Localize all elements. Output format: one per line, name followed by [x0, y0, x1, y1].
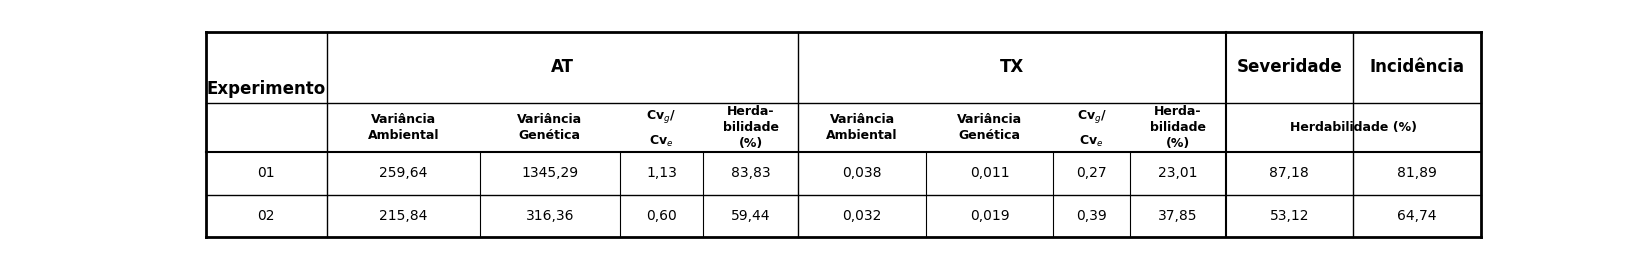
Text: 59,44: 59,44 [730, 209, 770, 223]
Text: Incidência: Incidência [1369, 58, 1464, 76]
Text: 64,74: 64,74 [1397, 209, 1436, 223]
Text: 215,84: 215,84 [378, 209, 428, 223]
Text: 1345,29: 1345,29 [521, 166, 579, 180]
Text: 37,85: 37,85 [1158, 209, 1198, 223]
Text: AT: AT [551, 58, 574, 76]
Text: 0,60: 0,60 [646, 209, 676, 223]
Text: 0,27: 0,27 [1076, 166, 1107, 180]
Text: 83,83: 83,83 [730, 166, 770, 180]
Text: Herdabilidade (%): Herdabilidade (%) [1290, 121, 1416, 134]
Text: 0,39: 0,39 [1076, 209, 1107, 223]
Text: Herda-
bilidade
(%): Herda- bilidade (%) [722, 105, 778, 150]
Text: Cv$_e$: Cv$_e$ [650, 134, 673, 149]
Text: 0,038: 0,038 [842, 166, 882, 180]
Text: Severidade: Severidade [1237, 58, 1342, 76]
Text: 23,01: 23,01 [1158, 166, 1198, 180]
Text: 0,019: 0,019 [971, 209, 1010, 223]
Text: 02: 02 [257, 209, 275, 223]
Text: 316,36: 316,36 [526, 209, 574, 223]
Text: 0,011: 0,011 [971, 166, 1010, 180]
Text: 1,13: 1,13 [646, 166, 676, 180]
Text: Variância
Genética: Variância Genética [957, 113, 1022, 142]
Text: 53,12: 53,12 [1270, 209, 1309, 223]
Text: Cv$_e$: Cv$_e$ [1079, 134, 1104, 149]
Text: Cv$_g$/: Cv$_g$/ [646, 109, 676, 126]
Text: 259,64: 259,64 [378, 166, 428, 180]
Text: 87,18: 87,18 [1270, 166, 1309, 180]
Text: Variância
Ambiental: Variância Ambiental [826, 113, 898, 142]
Text: 81,89: 81,89 [1397, 166, 1436, 180]
Text: Cv$_g$/: Cv$_g$/ [1077, 109, 1107, 126]
Text: Variância
Genética: Variância Genética [517, 113, 582, 142]
Text: Variância
Ambiental: Variância Ambiental [367, 113, 439, 142]
Text: 0,032: 0,032 [842, 209, 882, 223]
Text: TX: TX [1000, 58, 1025, 76]
Text: 01: 01 [257, 166, 275, 180]
Text: Herda-
bilidade
(%): Herda- bilidade (%) [1150, 105, 1206, 150]
Text: Experimento: Experimento [207, 81, 326, 98]
